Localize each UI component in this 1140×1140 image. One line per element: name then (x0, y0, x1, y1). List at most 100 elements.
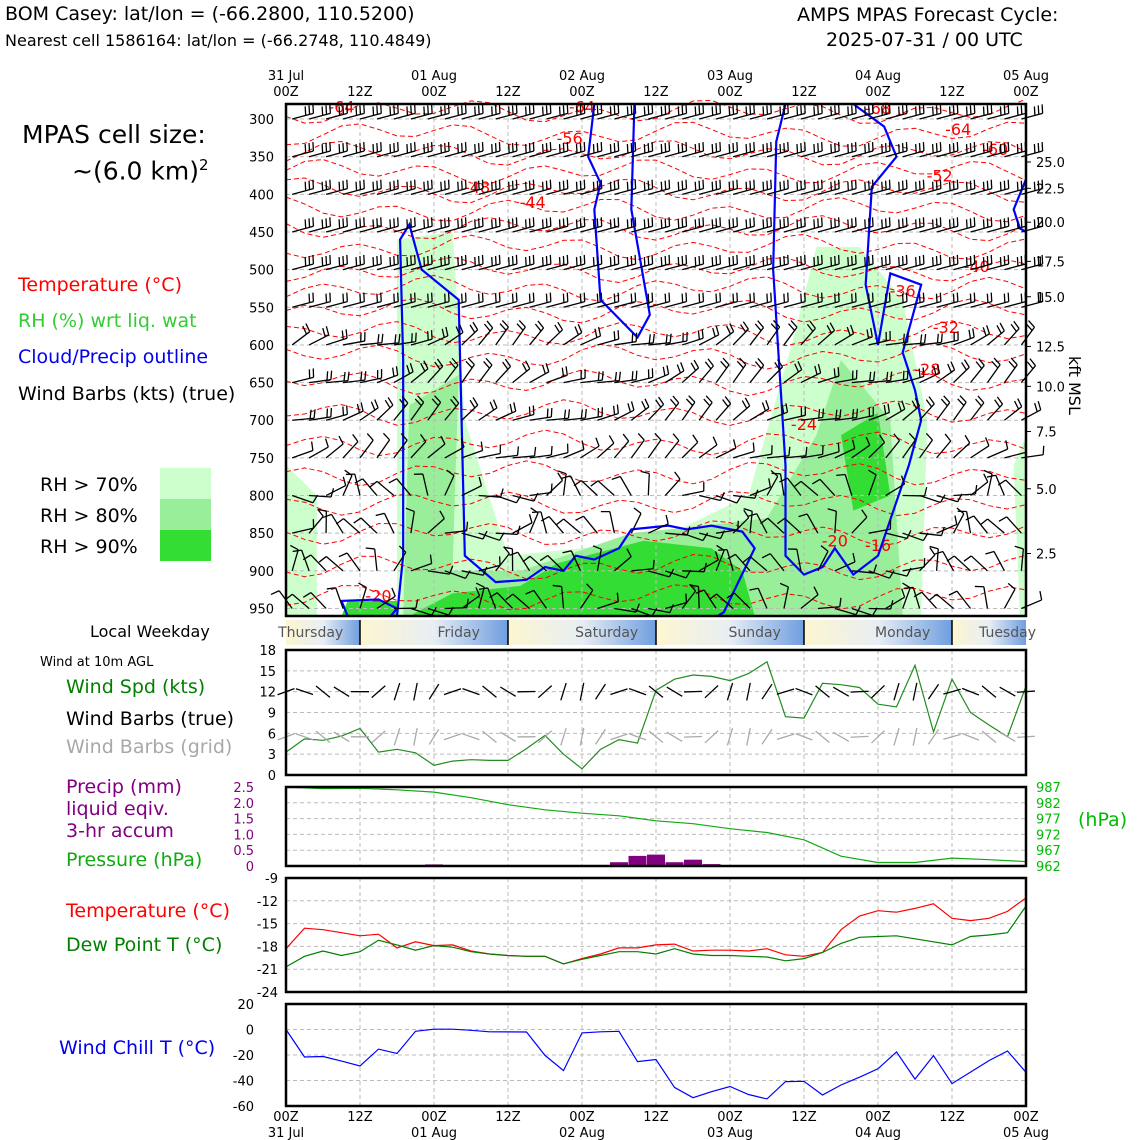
wind-barb-feather (308, 255, 311, 266)
wind-barb-feather (651, 217, 654, 227)
wind-barb-feather (793, 480, 802, 488)
wind-barb-feather (935, 143, 938, 153)
wind-barb-feather (851, 255, 853, 266)
wind-barb-feather (355, 181, 358, 191)
wind-barb (766, 254, 789, 271)
wind-barb-feather (991, 360, 999, 369)
wind-barb-staff (291, 331, 311, 346)
legend-wind-speed: Wind Spd (kts) (66, 676, 206, 698)
pressure-tick-label: 982 (1036, 797, 1061, 812)
wind-barb-staff (1003, 364, 1018, 383)
wind-barb-feather (524, 219, 527, 229)
wind-barb-feather (729, 323, 735, 332)
wind-barb-feather (600, 217, 603, 227)
wind-barb-staff (868, 570, 890, 579)
wind-barb-feather (1007, 582, 1016, 590)
wind-barb (580, 437, 600, 459)
wind-barb-feather (779, 477, 788, 483)
wind-barb-feather (533, 446, 537, 457)
wind-barb-feather (947, 363, 952, 373)
wind-barb-feather (800, 218, 802, 228)
legend-temperature: Temperature (°C) (18, 274, 182, 296)
wind-barb-feather (562, 293, 565, 303)
wind-barb-feather (511, 255, 514, 266)
wind-barb-staff (919, 439, 933, 459)
wind-barb (580, 371, 604, 384)
wind-barb-feather (1003, 143, 1006, 153)
wind-barb (495, 494, 522, 504)
wind-barb-staff (851, 516, 868, 534)
wind-barb-feather (515, 104, 518, 114)
wind-barb-feather (834, 255, 836, 266)
isotherm-label: -16 (865, 536, 891, 555)
wind-barb-feather (477, 293, 480, 303)
wind-barb-staff (614, 607, 637, 613)
wind-barb-staff (921, 591, 938, 609)
top-date-label: 05 Aug (1003, 69, 1049, 84)
wind-barb-feather (460, 438, 465, 448)
wind-barb (410, 554, 433, 572)
wind-barb-feather (854, 292, 857, 302)
wind-barb-staff (851, 607, 873, 617)
isotherm-line (285, 553, 1027, 581)
bottom-date-label: 05 Aug (1003, 1126, 1049, 1140)
wind-barb-feather (477, 180, 480, 190)
wind-barb-feather (346, 104, 348, 114)
wind-barb-feather (427, 143, 429, 153)
wind-barb-feather (457, 181, 459, 191)
wind-barb (495, 254, 518, 271)
wind-barb-feather (501, 319, 509, 328)
wind-barb-feather (990, 141, 993, 152)
wind-barb-staff (427, 518, 445, 534)
bottom-hour-label: 00Z (865, 1110, 891, 1125)
wind-barb (783, 361, 803, 384)
wind-barb-feather (954, 515, 958, 525)
top-hour-label: 12Z (791, 85, 817, 100)
wind-barb (665, 526, 691, 536)
wind-barb-feather (969, 180, 972, 190)
wind-barb-feather (719, 104, 722, 114)
wind-barb-staff (582, 515, 598, 534)
wind-barb-feather (785, 403, 789, 413)
wind-barb-feather (888, 292, 891, 302)
wind-barb (1003, 320, 1020, 346)
wind-barb (597, 371, 622, 384)
wind-barb (478, 556, 501, 572)
wind-barb (919, 141, 942, 158)
wind-barb-feather (528, 406, 531, 416)
wind-barb-feather (630, 293, 633, 303)
wind-barb (800, 292, 823, 308)
wind-barb-feather (326, 371, 329, 381)
legend-rh90-label: RH > 90% (40, 536, 138, 558)
wind-barb-feather (317, 508, 327, 512)
wind-barb-feather (581, 440, 585, 450)
wind-barb (325, 217, 348, 233)
wind-barb (953, 254, 976, 271)
wind-barb (974, 585, 989, 609)
wind-barb-feather (573, 479, 582, 487)
wind-barb-feather (779, 181, 782, 191)
wind-barb-staff (309, 494, 332, 498)
wind-barb-feather (783, 143, 786, 153)
wind-barb-feather (427, 293, 429, 303)
wind-barb-feather (626, 548, 632, 557)
wind-barb-feather (697, 330, 700, 340)
wind-barb-feather (783, 255, 786, 266)
wind-barb-feather (783, 180, 786, 190)
wind-barb-feather (664, 255, 667, 266)
wind-barb-staff (596, 549, 602, 571)
wind-barb-feather (590, 480, 599, 487)
wind-barb-staff (1004, 406, 1023, 421)
wind-barb-feather (747, 513, 757, 517)
wind-barb-feather (613, 180, 616, 190)
wind-barb-feather (377, 334, 380, 344)
wind-barb (902, 397, 921, 421)
wind-barb-feather (669, 333, 672, 343)
wind-barb-feather (990, 292, 993, 302)
wind-barb-feather (677, 144, 680, 154)
hpa-tick-label: 900 (249, 565, 274, 580)
wind-barb-staff (665, 570, 687, 579)
wind-barb-feather (898, 181, 900, 191)
wind-barb-feather (310, 441, 314, 451)
wind-barb-feather (770, 292, 772, 302)
